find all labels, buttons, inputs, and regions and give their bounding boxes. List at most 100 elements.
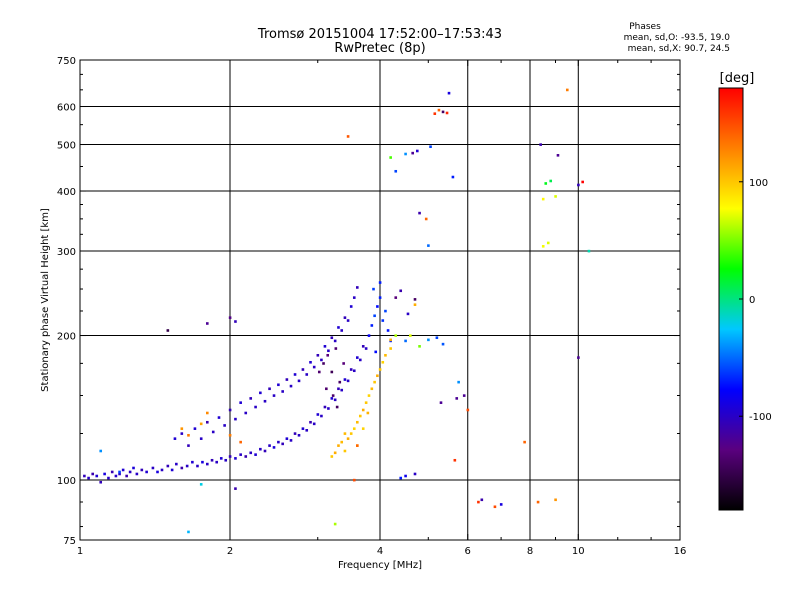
data-point: [160, 468, 164, 472]
data-point: [180, 427, 184, 430]
data-point: [187, 444, 190, 447]
data-point: [378, 281, 382, 284]
colorbar-tick-label: 100: [749, 178, 768, 189]
data-point: [384, 309, 387, 313]
data-point: [205, 462, 209, 466]
data-point: [457, 380, 460, 384]
y-tick-label: 500: [57, 141, 76, 152]
data-point: [327, 407, 330, 410]
data-point: [554, 195, 557, 198]
y-tick-label: 600: [57, 103, 76, 114]
data-point: [340, 440, 344, 444]
colorbar-tick-label: -100: [749, 412, 772, 423]
data-point: [455, 397, 459, 400]
data-point: [343, 432, 347, 435]
data-point: [118, 470, 121, 474]
data-point: [355, 420, 359, 424]
data-point: [372, 287, 375, 291]
data-point: [541, 197, 545, 201]
data-point: [477, 500, 480, 504]
data-point: [228, 316, 232, 319]
data-point: [322, 362, 325, 365]
data-point: [367, 334, 371, 337]
data-point: [352, 369, 356, 373]
data-point: [323, 345, 327, 348]
data-point: [343, 378, 347, 381]
data-point: [373, 380, 376, 384]
data-point: [418, 211, 421, 215]
x-tick-label: 2: [227, 546, 233, 557]
data-point: [349, 368, 353, 371]
data-point: [480, 498, 484, 502]
data-point: [132, 466, 135, 470]
data-point: [199, 422, 203, 426]
data-point: [433, 112, 437, 115]
data-point: [121, 468, 125, 472]
data-point: [170, 468, 174, 472]
data-point: [180, 432, 184, 435]
data-point: [364, 401, 368, 404]
data-point: [268, 444, 271, 447]
data-point: [330, 336, 334, 340]
data-point: [125, 474, 128, 478]
data-point: [499, 503, 503, 506]
data-point: [145, 470, 148, 474]
data-point: [406, 312, 410, 316]
data-point: [378, 368, 382, 371]
data-point: [370, 324, 374, 327]
data-point: [325, 387, 328, 391]
data-point: [140, 468, 144, 472]
data-point: [156, 470, 159, 474]
data-point: [312, 422, 316, 426]
data-point: [281, 442, 284, 446]
data-point: [367, 394, 371, 397]
data-point: [352, 296, 356, 299]
data-point: [441, 342, 445, 346]
data-point: [196, 464, 199, 468]
y-axis-label: Stationary phase Virtual Height [km]: [40, 208, 51, 392]
data-point: [259, 447, 262, 451]
data-point: [191, 460, 194, 464]
data-point: [337, 326, 340, 329]
data-point: [175, 462, 178, 466]
data-point: [205, 322, 209, 325]
data-point: [361, 345, 365, 348]
data-point: [349, 432, 353, 435]
data-point: [361, 408, 365, 412]
chart-subtitle: RwPretec (8p): [334, 41, 426, 56]
data-point: [323, 405, 327, 409]
data-point: [346, 437, 350, 440]
data-point: [441, 110, 445, 114]
data-point: [193, 427, 197, 430]
x-tick-label: 10: [572, 546, 585, 557]
colorbar-ticks: 100 0 -100: [739, 178, 772, 423]
stats-x-mode: mean, sd,X: 90.7, 24.5: [627, 44, 730, 54]
data-point: [333, 339, 337, 343]
data-point: [285, 437, 289, 440]
data-point: [358, 414, 362, 418]
data-point: [199, 483, 203, 486]
x-tick-label: 1: [77, 546, 83, 557]
data-point: [223, 424, 226, 427]
data-point: [110, 470, 114, 474]
data-point: [228, 433, 232, 437]
data-point: [277, 383, 280, 387]
data-point: [409, 334, 412, 337]
data-point: [381, 319, 385, 322]
data-point: [352, 427, 356, 430]
data-point: [352, 478, 356, 482]
data-point: [234, 457, 237, 460]
data-point: [249, 397, 253, 400]
data-point: [358, 358, 362, 362]
data-point: [309, 360, 312, 364]
data-point: [394, 169, 398, 173]
data-point: [386, 329, 390, 332]
data-point: [244, 411, 248, 415]
data-point: [343, 449, 347, 453]
data-point: [376, 374, 379, 378]
data-point: [180, 466, 184, 470]
data-point: [263, 399, 267, 403]
data-point: [493, 505, 497, 509]
data-point: [217, 416, 221, 419]
